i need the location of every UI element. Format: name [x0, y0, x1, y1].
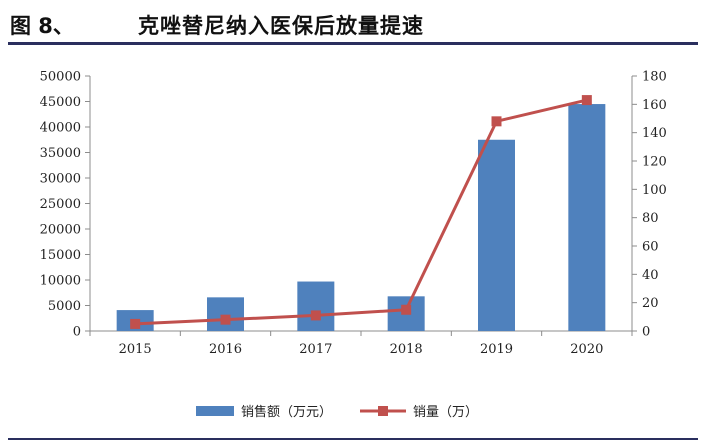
left-tick-label: 5000	[48, 299, 81, 314]
figure-label: 图 8、	[10, 14, 74, 38]
x-tick-label: 2015	[119, 342, 152, 357]
bar-2020	[568, 104, 606, 331]
legend-bar-label: 销售额（万元）	[241, 404, 332, 420]
right-tick-label: 160	[642, 98, 667, 113]
left-tick-label: 45000	[40, 95, 81, 110]
left-tick-label: 0	[73, 325, 81, 340]
right-tick-label: 0	[642, 325, 650, 340]
left-tick-label: 35000	[40, 146, 81, 161]
line-point-2015	[130, 318, 141, 329]
bar-2016	[207, 297, 244, 331]
bar-2017	[297, 281, 335, 331]
right-tick-label: 100	[642, 183, 667, 198]
left-tick-label: 50000	[40, 70, 81, 85]
right-tick-label: 180	[642, 70, 667, 85]
right-tick-label: 140	[642, 126, 667, 141]
figure-header: 图 8、 克唑替尼纳入医保后放量提速	[8, 4, 698, 44]
line-point-2016	[220, 314, 231, 325]
left-tick-label: 10000	[40, 274, 81, 289]
legend-bar-swatch	[196, 406, 234, 416]
bar-2019	[478, 139, 515, 331]
line-point-2017	[310, 310, 321, 321]
x-tick-label: 2019	[480, 342, 513, 357]
line-point-2020	[581, 95, 592, 106]
x-tick-label: 2018	[390, 342, 423, 357]
left-tick-label: 30000	[40, 172, 81, 187]
right-tick-label: 40	[642, 268, 659, 283]
footer-rule	[8, 438, 698, 440]
line-point-2018	[401, 304, 412, 315]
legend-line-marker	[378, 406, 388, 416]
right-tick-label: 20	[642, 296, 659, 311]
right-tick-label: 60	[642, 240, 659, 255]
header-rule	[8, 42, 698, 45]
line-point-2019	[491, 116, 502, 127]
figure-title: 克唑替尼纳入医保后放量提速	[138, 14, 424, 38]
left-tick-label: 15000	[40, 248, 81, 263]
x-tick-label: 2017	[299, 342, 332, 357]
legend-line-label: 销量（万）	[413, 405, 478, 420]
right-tick-label: 80	[642, 211, 659, 226]
left-tick-label: 25000	[40, 197, 81, 212]
sales-volume-line	[135, 98, 588, 326]
left-tick-label: 40000	[40, 121, 81, 136]
left-tick-label: 20000	[40, 223, 81, 238]
right-tick-label: 120	[642, 155, 667, 170]
x-tick-label: 2016	[209, 342, 242, 357]
x-tick-label: 2020	[570, 342, 603, 357]
